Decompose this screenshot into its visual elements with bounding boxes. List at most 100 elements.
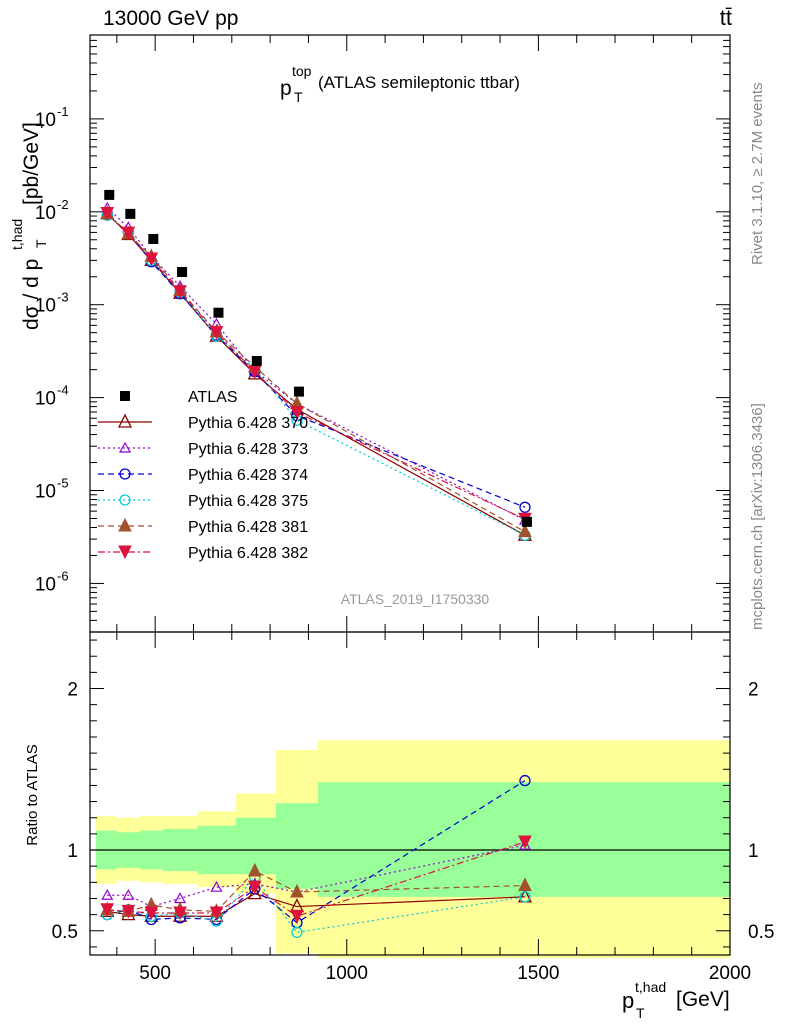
data-point <box>213 307 224 318</box>
rivet-version-label: Rivet 3.1.10, ≥ 2.7M events <box>749 83 766 266</box>
legend-marker <box>118 441 132 453</box>
y-tick-label: 10 <box>35 482 56 503</box>
series-marker <box>209 326 224 340</box>
series-line <box>106 213 526 520</box>
ratio-series-marker <box>210 880 223 892</box>
data-point <box>177 266 188 277</box>
legend-marker <box>120 391 130 401</box>
legend-entry: Pythia 6.428 370 <box>98 413 308 432</box>
ratio-series-marker <box>121 904 136 919</box>
data-point <box>251 355 262 366</box>
legend-marker <box>119 468 131 480</box>
ratio-plot-frame <box>89 631 731 956</box>
x-tick-label: 2000 <box>709 963 751 984</box>
y-tick-label: 0.5 <box>748 922 774 943</box>
y-tick-label: 10 <box>35 389 56 410</box>
ratio-y-axis-label: Ratio to ATLAS <box>24 744 41 845</box>
x-tick-label: 1500 <box>517 963 559 984</box>
y-tick-label-exponent: -2 <box>57 197 69 212</box>
ratio-series-marker <box>122 889 135 900</box>
legend-entry: Pythia 6.428 381 <box>98 517 308 536</box>
series-line <box>106 207 526 521</box>
y-tick-label: 2 <box>67 680 78 701</box>
y-tick-label: 10 <box>35 574 56 595</box>
x-axis-label-unit: [GeV] <box>676 988 730 1011</box>
y-tick-label-exponent: -1 <box>57 104 69 119</box>
legend-label: Pythia 6.428 381 <box>188 519 308 536</box>
legend-entry: Pythia 6.428 382 <box>98 545 308 562</box>
main-y-axis-label-superscript: t,had <box>9 219 25 250</box>
data-point <box>104 189 115 200</box>
data-point <box>148 233 159 244</box>
y-tick-label-exponent: -3 <box>57 290 69 305</box>
ratio-series-marker <box>101 889 114 900</box>
legend-marker <box>118 545 132 560</box>
legend-marker <box>117 413 133 428</box>
plot-title-superscript: top <box>292 63 312 79</box>
series-line <box>106 213 526 533</box>
legend-marker <box>119 494 131 506</box>
y-tick-label: 0.5 <box>52 922 78 943</box>
series-line <box>106 214 526 508</box>
y-tick-label: 1 <box>748 841 759 862</box>
y-tick-label: 2 <box>748 680 759 701</box>
ratio-series-marker <box>518 835 532 850</box>
legend-marker <box>118 517 132 532</box>
legend-label: Pythia 6.428 375 <box>188 493 308 510</box>
ratio-plot-series <box>100 774 533 939</box>
ratio-series-marker <box>247 862 262 877</box>
ratio-series-marker <box>519 891 531 903</box>
legend: ATLAS Pythia 6.428 370 Pythia 6.428 373 Pyt… <box>98 389 308 562</box>
legend-entry: Pythia 6.428 373 <box>98 441 308 458</box>
mcplots-label: mcplots.cern.ch [arXiv:1306.3436] <box>749 403 766 630</box>
y-tick-label-exponent: -5 <box>57 476 69 491</box>
ratio-series-marker <box>290 883 304 898</box>
x-axis-label-subscript: T <box>636 1005 645 1021</box>
ratio-axis-ticks: 0.5 0.5 1 1 2 2 500 1000 1500 2000 <box>52 632 774 984</box>
ratio-series-marker <box>247 880 262 895</box>
y-tick-label-exponent: -6 <box>57 568 69 583</box>
plot-title-text: (ATLAS semileptonic ttbar) <box>318 73 520 92</box>
plot-title-subscript: T <box>294 89 303 105</box>
data-point <box>521 516 532 527</box>
y-tick-label: 10 <box>35 110 56 131</box>
legend-label: Pythia 6.428 374 <box>188 467 308 484</box>
y-tick-label-exponent: -4 <box>57 383 69 398</box>
x-axis-label-superscript: t,had <box>635 979 666 995</box>
series-marker <box>121 226 136 241</box>
ratio-series-marker <box>100 903 115 917</box>
main-plot-series <box>100 189 533 541</box>
plot-title-main: p <box>280 77 292 100</box>
ratio-series-marker <box>173 906 187 921</box>
series-marker <box>518 523 532 538</box>
series-line <box>106 214 526 536</box>
x-tick-label: 500 <box>139 963 171 984</box>
plot-title: p top T (ATLAS semileptonic ttbar) <box>280 63 520 105</box>
series-marker <box>144 252 159 267</box>
main-y-axis-label: dσ / d p Tt,had [pb/GeV] <box>9 122 49 330</box>
y-tick-label: 10 <box>35 296 56 317</box>
ratio-series-line <box>107 841 526 917</box>
x-axis-label-main: p <box>622 988 634 1013</box>
legend-entry: Pythia 6.428 374 <box>98 467 308 484</box>
ratio-plot-panel: 0.5 0.5 1 1 2 2 500 1000 1500 2000 Ratio to ATLAS… <box>24 631 774 1021</box>
main-plot-panel: 10-610-510-410-310-210-1 p top T (ATLAS … <box>9 34 731 633</box>
series-line <box>106 213 526 536</box>
main-y-axis-label-unit: [pb/GeV] <box>20 122 43 205</box>
legend-label: Pythia 6.428 382 <box>188 545 308 562</box>
ratio-series-marker <box>144 906 159 921</box>
ratio-uncertainty-bands <box>95 740 730 959</box>
y-tick-label: 1 <box>67 841 78 862</box>
x-axis-label: p t,had T [GeV] <box>622 979 730 1021</box>
ratio-series-marker <box>291 926 303 939</box>
series-marker <box>519 501 531 513</box>
legend-label: ATLAS <box>188 389 238 406</box>
ratio-series-marker <box>518 838 531 850</box>
green-uncertainty-band <box>275 803 319 889</box>
process-label: tt̄ <box>720 5 732 30</box>
data-point <box>293 386 304 397</box>
y-tick-label: 10 <box>35 203 56 224</box>
series-marker <box>173 285 187 299</box>
main-plot-frame <box>89 34 731 633</box>
